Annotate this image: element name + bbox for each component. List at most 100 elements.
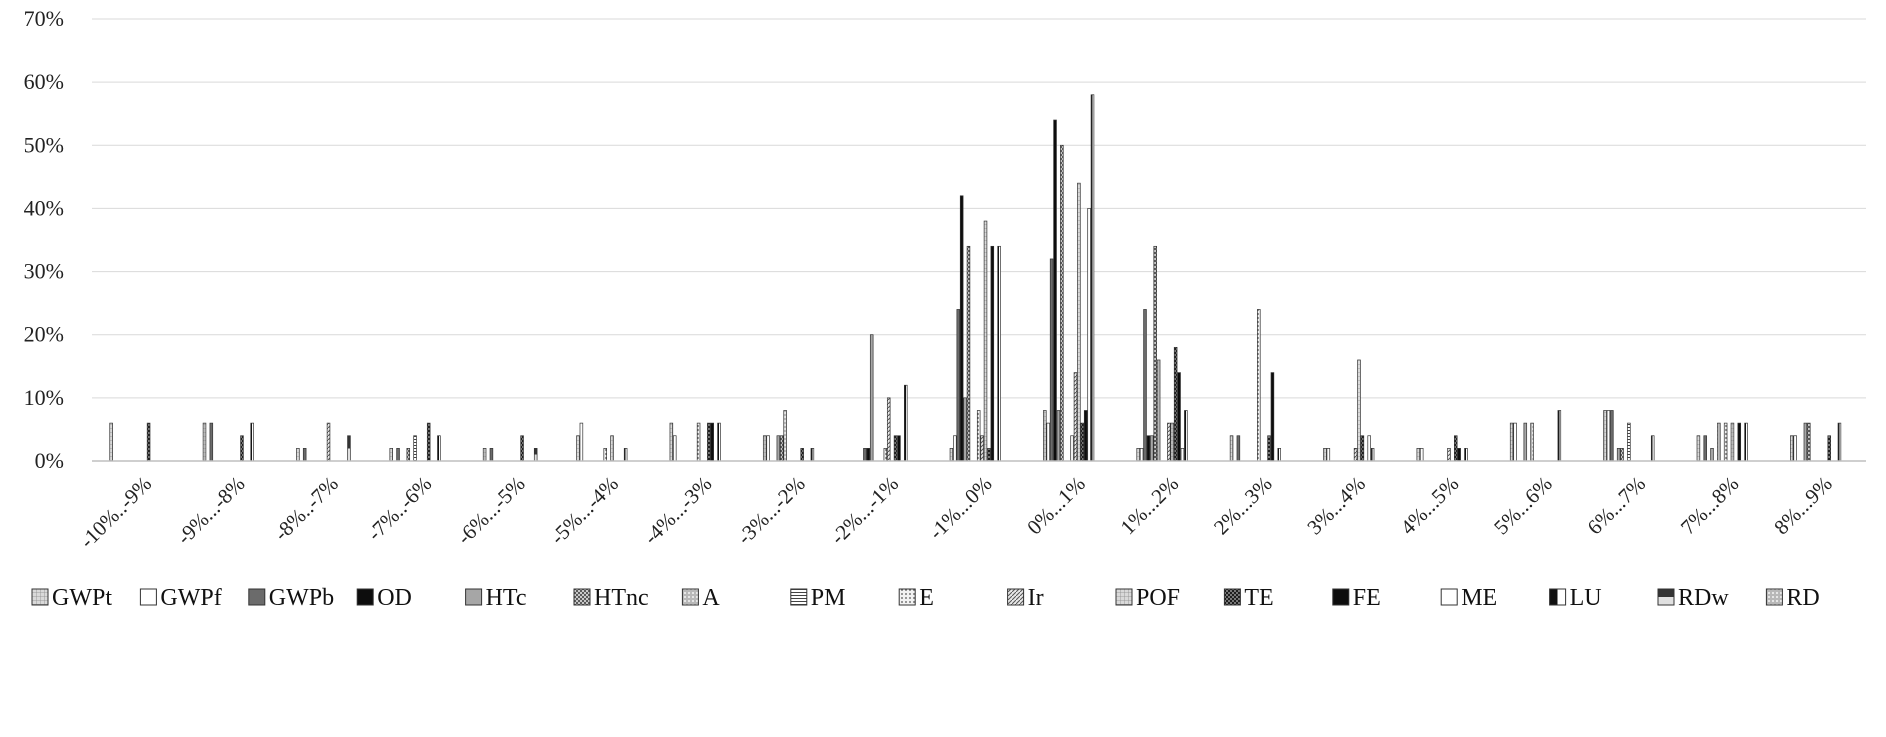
legend-swatch — [573, 588, 591, 606]
legend-swatch — [1657, 588, 1675, 606]
bar-e-6 — [603, 448, 607, 462]
bar-rdw-5 — [533, 448, 538, 462]
legend-item-rdw: RDw — [1657, 585, 1729, 611]
x-tick-label: -8%..-7% — [269, 472, 343, 546]
legend-swatch — [139, 588, 157, 606]
x-tick-label: -7%..-6% — [362, 472, 436, 546]
bar-gwpf-14 — [1326, 448, 1331, 462]
bar-gwpt-17 — [1603, 410, 1607, 462]
x-tick-label: -5%...-4% — [545, 472, 623, 550]
bar-gwpf-7 — [673, 435, 677, 462]
legend-swatch — [31, 588, 49, 606]
bar-gwpf-17 — [1606, 410, 1611, 462]
bar-te-19 — [1827, 435, 1831, 462]
legend-swatch — [681, 588, 699, 606]
legend-label: GWPt — [52, 585, 112, 611]
x-tick-label: 7%...8% — [1676, 472, 1744, 540]
bar-pof-18 — [1730, 422, 1735, 462]
bar-lu-12 — [1184, 410, 1188, 462]
legend-item-fe: FE — [1332, 585, 1381, 611]
bar-lu-9 — [904, 384, 908, 462]
legend-label: LU — [1570, 585, 1602, 611]
bar-gwpt-8 — [762, 435, 767, 462]
bar-a-8 — [783, 410, 787, 462]
bar-ir-10 — [980, 435, 984, 462]
legend-swatch — [1549, 588, 1567, 606]
bar-htc-9 — [869, 334, 874, 462]
bar-lu-10 — [997, 245, 1001, 462]
bar-lu-4 — [437, 435, 441, 462]
bar-pof-12 — [1170, 422, 1174, 462]
bar-gwpt-16 — [1509, 422, 1514, 462]
bar-te-9 — [893, 435, 898, 462]
legend-item-gwpb: GWPb — [248, 585, 334, 611]
bar-gwpt-3 — [296, 448, 300, 462]
legend-label: HTc — [486, 585, 527, 611]
legend-swatch — [1440, 588, 1458, 606]
bar-fe-7 — [710, 422, 714, 462]
x-axis-ticks: -10%..-9% -9%...-8% -8%..-7% -7%..-6% -6%...… — [75, 472, 1837, 553]
bar-te-11 — [1080, 422, 1085, 462]
legend: GWPt GWPf GWPb OD HTc HTnc A PM E Ir POF TE FE ME LU RD… — [31, 585, 1820, 611]
bar-htc-17 — [1616, 448, 1621, 462]
bar-pof-10 — [983, 220, 988, 462]
bar-gwpb-4 — [396, 448, 400, 462]
bar-fe-13 — [1270, 372, 1275, 462]
y-tick-label: 0% — [35, 448, 64, 473]
bar-htnc-19 — [1807, 422, 1811, 462]
legend-swatch — [790, 588, 808, 606]
legend-label: FE — [1353, 585, 1381, 611]
bar-pof-11 — [1077, 182, 1081, 462]
legend-label: PM — [811, 585, 846, 611]
legend-swatch — [1765, 588, 1783, 606]
legend-label: OD — [377, 585, 412, 611]
bar-pof-14 — [1357, 359, 1361, 462]
bar-te-7 — [707, 422, 711, 462]
legend-swatch — [356, 588, 374, 606]
legend-label: ME — [1461, 585, 1497, 611]
bar-pm-17 — [1627, 422, 1631, 462]
bar-htnc-11 — [1060, 144, 1064, 462]
bar-fe-18 — [1737, 422, 1742, 462]
bar-te-15 — [1454, 435, 1458, 462]
legend-label: POF — [1136, 585, 1180, 611]
bar-lu-17 — [1650, 435, 1655, 462]
bar-htnc-10 — [966, 245, 971, 462]
bar-me-11 — [1087, 208, 1091, 462]
x-tick-label: 4%...5% — [1396, 472, 1464, 540]
bar-fe-15 — [1457, 448, 1461, 462]
bar-gwpt-5 — [482, 448, 487, 462]
bar-e-9 — [883, 448, 888, 462]
legend-item-me: ME — [1440, 585, 1497, 611]
bar-e-7 — [696, 422, 701, 462]
x-tick-label: 2%...3% — [1209, 472, 1277, 540]
bar-te-8 — [800, 448, 804, 462]
y-tick-label: 30% — [24, 259, 64, 284]
bar-ir-14 — [1353, 448, 1358, 462]
legend-label: TE — [1244, 585, 1273, 611]
bar-htc-11 — [1056, 410, 1061, 462]
bar-gwpb-3 — [302, 448, 307, 462]
bar-htc-12 — [1150, 435, 1154, 462]
bar-gwpt-15 — [1416, 448, 1421, 462]
bar-htnc-8 — [779, 435, 784, 462]
bar-htnc-17 — [1620, 448, 1624, 462]
legend-swatch — [1332, 588, 1350, 606]
legend-swatch — [1115, 588, 1133, 606]
bar-fe-11 — [1083, 410, 1088, 462]
bar-a-12 — [1156, 359, 1161, 462]
bar-lu-19 — [1837, 422, 1842, 462]
bar-gwpb-17 — [1610, 410, 1614, 462]
legend-label: E — [919, 585, 934, 611]
bar-fe-10 — [990, 245, 995, 462]
bar-gwpf-12 — [1139, 448, 1144, 462]
bar-ir-15 — [1447, 448, 1451, 462]
bar-te-4 — [426, 422, 431, 462]
bar-pof-6 — [610, 435, 614, 462]
bar-htnc-12 — [1153, 245, 1157, 462]
bar-gwpf-19 — [1793, 435, 1797, 462]
bar-e-13 — [1257, 309, 1261, 462]
legend-swatch — [248, 588, 266, 606]
bar-lu-7 — [717, 422, 721, 462]
bar-fe-12 — [1177, 372, 1181, 462]
